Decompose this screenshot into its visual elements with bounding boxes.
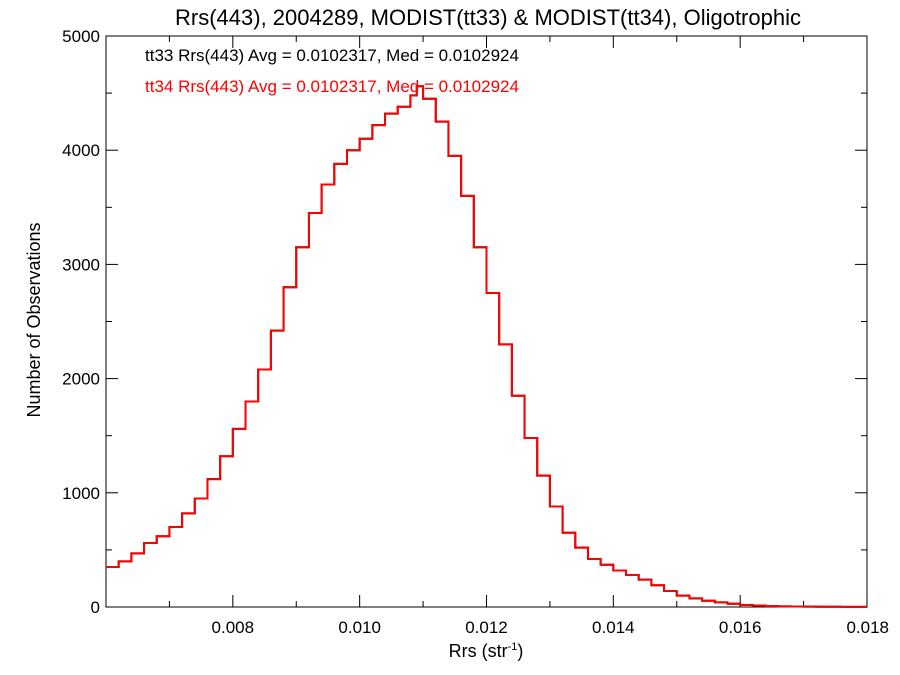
x-tick-label: 0.018 [846, 618, 889, 637]
y-tick-label: 4000 [62, 141, 100, 160]
series-line-tt34 [106, 85, 867, 608]
annotation-tt34: tt34 Rrs(443) Avg = 0.0102317, Med = 0.0… [145, 77, 519, 96]
y-tick-label: 5000 [62, 27, 100, 46]
y-tick-label: 1000 [62, 484, 100, 503]
x-axis-label-close: ) [517, 641, 523, 661]
x-axis-label-main: Rrs (str [449, 641, 508, 661]
plot-frame [105, 35, 868, 608]
series-layer [106, 85, 867, 608]
x-tick-label: 0.012 [465, 618, 508, 637]
x-tick-label: 0.016 [719, 618, 762, 637]
x-axis-label: Rrs (str-1) [449, 641, 524, 661]
y-axis-ticks: 0 1000 2000 3000 4000 5000 [62, 27, 867, 617]
series-line-tt33 [106, 85, 867, 608]
chart-title: Rrs(443), 2004289, MODIST(tt33) & MODIST… [175, 5, 801, 30]
x-tick-label: 0.008 [212, 618, 255, 637]
y-tick-label: 2000 [62, 370, 100, 389]
x-axis-label-superscript: -1 [508, 641, 518, 653]
y-axis-label: Number of Observations [24, 222, 44, 417]
annotation-tt33: tt33 Rrs(443) Avg = 0.0102317, Med = 0.0… [145, 46, 519, 65]
x-tick-label: 0.014 [592, 618, 635, 637]
y-tick-label: 0 [91, 598, 100, 617]
annotations: tt33 Rrs(443) Avg = 0.0102317, Med = 0.0… [145, 46, 519, 96]
x-axis-ticks: 0.008 0.010 0.012 0.014 0.016 0.018 [168, 36, 889, 637]
y-tick-label: 3000 [62, 255, 100, 274]
x-tick-label: 0.010 [338, 618, 381, 637]
